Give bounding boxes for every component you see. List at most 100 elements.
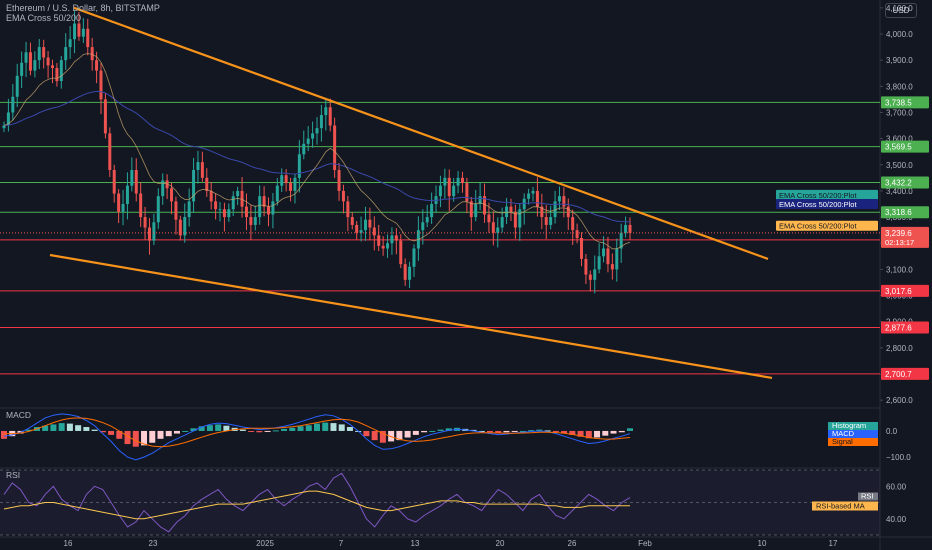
macd-histogram-bar [25,429,32,431]
macd-histogram-bar [404,430,411,438]
candle-body [465,183,469,202]
candle-body [527,193,531,199]
macd-histogram-bar [281,428,288,431]
price-level-label: 3,017.6 [885,287,912,296]
candle-body [165,180,169,189]
candle-body [381,245,385,249]
candle-body [319,115,323,129]
candle-body [90,47,94,61]
candle-body [81,28,85,37]
macd-histogram-bar [585,430,592,439]
ema-plot-badge [776,189,878,200]
candle-body [355,224,359,233]
macd-histogram-bar [346,427,353,431]
ema-plot-label: EMA Cross 50/200:Plot [779,200,857,209]
macd-legend-label: MACD [832,429,855,438]
macd-histogram-bar [99,430,106,433]
candle-body [267,206,271,215]
candle-body [68,39,72,48]
candle-body [99,70,103,100]
candle-body [139,193,143,218]
macd-histogram-bar [297,426,304,431]
macd-histogram-bar [511,430,518,432]
macd-histogram-bar [371,430,378,441]
macd-histogram-bar [412,430,419,435]
time-tick-label: 10 [758,539,767,548]
macd-histogram-bar [223,425,230,431]
candle-body [37,47,41,61]
candle-body [386,243,390,249]
candle-body [333,125,337,170]
macd-histogram-bar [305,425,312,431]
candle-body [125,185,129,204]
candle-body [262,196,266,207]
macd-histogram-bar [486,430,493,433]
candle-body [557,196,561,202]
candle-body [363,219,367,231]
candle-body [227,209,231,218]
macd-histogram-bar [116,430,123,439]
time-tick-label: 17 [829,539,838,548]
macd-tick-label: 0.0 [886,427,898,436]
candle-body [73,23,77,40]
candle-body [170,188,174,202]
rsi-line [3,472,631,533]
candle-body [505,206,509,218]
price-level-badge [881,284,929,297]
trendline [73,6,769,260]
price-level-badge [881,140,929,153]
candle-body [275,185,279,202]
ema-plot-label: EMA Cross 50/200:Plot [779,191,857,200]
candle-body [549,217,553,225]
candle-body [496,227,500,233]
candle-body [588,274,592,280]
candle-body [438,185,442,197]
candle-body [456,177,460,186]
macd-histogram-bar [206,425,213,431]
macd-histogram-bar [338,424,345,431]
candle-body [624,224,628,233]
candle-body [196,162,200,170]
time-tick-label: Feb [638,539,652,548]
macd-histogram-bar [602,430,609,436]
candle-body [399,240,403,265]
price-axis-bg [880,0,932,550]
macd-histogram-bar [429,430,436,432]
candle-body [584,258,588,275]
macd-histogram-bar [396,430,403,441]
candle-body [59,60,63,82]
macd-histogram-bar [437,429,444,431]
currency-button[interactable]: USD [885,3,917,18]
candle-body [95,60,99,71]
macd-histogram-bar [190,428,197,431]
candle-body [205,177,209,191]
candle-body [412,248,416,267]
macd-histogram-bar [75,425,82,431]
ema-plot-badge [776,220,878,231]
macd-histogram-bar [363,430,370,437]
candle-body [280,175,284,186]
macd-histogram-bar [379,430,386,443]
candle-body [571,217,575,231]
candle-body [628,224,632,233]
macd-histogram-bar [577,430,584,437]
time-tick-label: 16 [64,539,73,548]
macd-histogram-bar [561,430,568,434]
macd-histogram-bar [173,430,180,434]
rsi-legend-label: RSI [861,492,874,501]
price-level-label: 3,432.2 [885,179,912,188]
macd-legend-badge [828,422,878,430]
candle-body [509,206,513,212]
candle-body [368,219,372,228]
candle-body [236,190,240,197]
candle-body [513,211,517,228]
macd-histogram-bar [157,430,164,439]
candle-body [130,170,134,186]
candle-body [244,206,248,218]
candle-body [200,162,204,178]
macd-histogram-bar [149,430,156,443]
candle-body [425,217,429,223]
rsi-ma-line [3,490,630,520]
time-tick-label: 23 [149,539,158,548]
